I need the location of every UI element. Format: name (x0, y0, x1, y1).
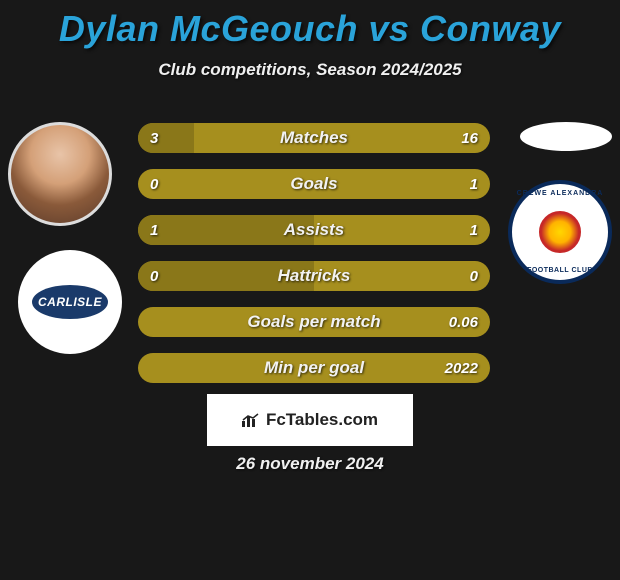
stat-label: Assists (138, 215, 490, 245)
player-right-avatar (520, 122, 612, 151)
stat-label: Matches (138, 123, 490, 153)
comparison-bars: 316Matches 01Goals 11Assists 00Hattricks 0.0… (138, 123, 490, 399)
stat-bar: 00Hattricks (138, 261, 490, 291)
page-title: Dylan McGeouch vs Conway (0, 0, 620, 50)
stat-bar: 316Matches (138, 123, 490, 153)
chart-icon (242, 413, 260, 427)
club-right-top-text: CREWE ALEXANDRA (512, 190, 608, 197)
brand-text: FcTables.com (266, 410, 378, 430)
stat-label: Min per goal (138, 353, 490, 383)
brand-badge: FcTables.com (207, 394, 413, 446)
date-text: 26 november 2024 (0, 454, 620, 474)
stat-label: Goals per match (138, 307, 490, 337)
subtitle: Club competitions, Season 2024/2025 (0, 60, 620, 80)
stat-bar: 0.06Goals per match (138, 307, 490, 337)
club-right-bot-text: FOOTBALL CLUB (512, 267, 608, 274)
stat-bar: 11Assists (138, 215, 490, 245)
stat-bar: 2022Min per goal (138, 353, 490, 383)
club-right-badge: CREWE ALEXANDRA FOOTBALL CLUB (508, 180, 612, 284)
stat-bar: 01Goals (138, 169, 490, 199)
club-left-badge: CARLISLE (18, 250, 122, 354)
player-left-avatar (8, 122, 112, 226)
stat-label: Hattricks (138, 261, 490, 291)
stat-label: Goals (138, 169, 490, 199)
club-left-label: CARLISLE (32, 285, 108, 319)
club-right-lion-icon (539, 211, 581, 253)
